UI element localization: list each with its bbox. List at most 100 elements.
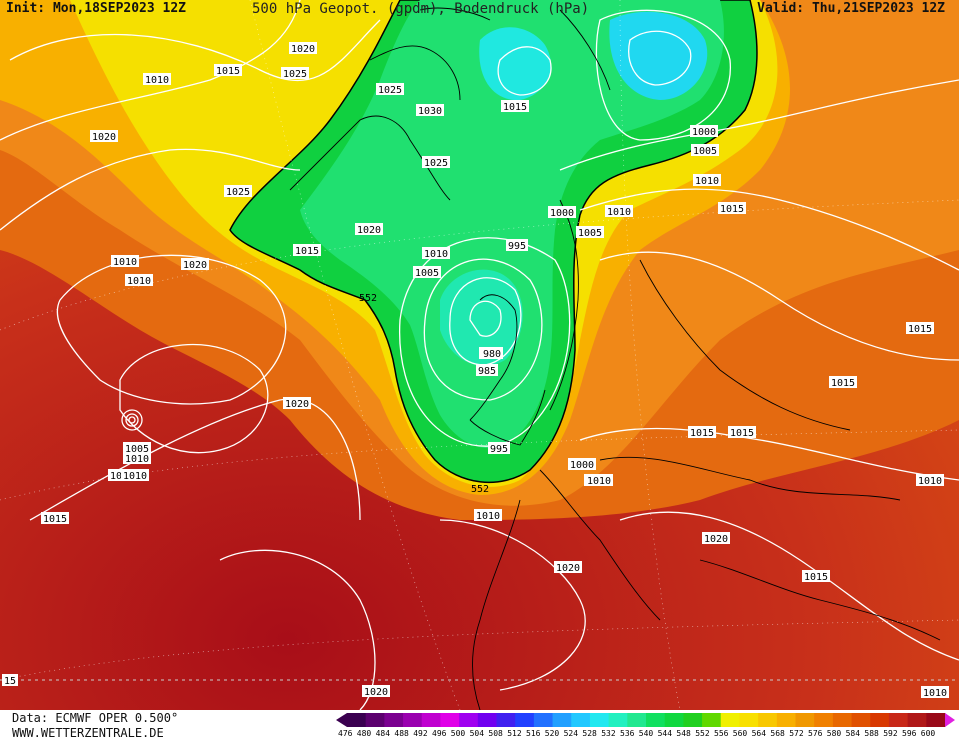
low-cyan-north [479, 27, 551, 101]
scale-swatch [888, 713, 909, 727]
scale-swatch [459, 713, 479, 727]
scale-swatch [795, 713, 815, 727]
scale-swatch [683, 713, 703, 727]
scale-tick-label: 568 [770, 729, 785, 738]
isobar-value: 1010 [113, 257, 137, 268]
scale-swatch [627, 713, 647, 727]
isobar-value: 1010 [127, 276, 151, 287]
isobar-value: 1005 [125, 444, 149, 455]
scale-swatch [589, 713, 610, 727]
isobar-value: 1020 [357, 225, 381, 236]
isobar-label: 1010 [693, 174, 721, 187]
isobar-value: 1015 [295, 246, 319, 257]
scale-tick-label: 496 [432, 729, 447, 738]
init-time: Init: Mon,18SEP2023 12Z [6, 1, 187, 16]
isobar-value: 1015 [730, 428, 754, 439]
scale-swatch [646, 713, 666, 727]
isobar-label: 1020 [355, 223, 383, 236]
isobar-value: 1020 [285, 399, 309, 410]
isobar-value: 15 [4, 676, 16, 687]
isobar-value: 1025 [283, 69, 307, 80]
scale-tick-label: 484 [375, 729, 391, 738]
isobar-value: 1025 [424, 158, 448, 169]
isobar-label: 1020 [289, 42, 317, 55]
isobar-value: 1000 [570, 460, 594, 471]
isobar-value: 1005 [693, 146, 717, 157]
isobar-label: 1030 [416, 104, 444, 117]
isobar-value: 1010 [145, 75, 169, 86]
isobar-value: 1020 [92, 132, 116, 143]
isobar-label: 1000 [690, 125, 718, 138]
scale-tick-label: 572 [789, 729, 804, 738]
scale-tick-label: 592 [883, 729, 898, 738]
scale-tick-label: 508 [488, 729, 503, 738]
isobar-value: 1020 [364, 687, 388, 698]
isobar-label: 1010 [422, 247, 450, 260]
isobar-value: 1010 [476, 511, 500, 522]
scale-tick-label: 548 [676, 729, 691, 738]
isobar-label: 1010 [916, 474, 944, 487]
isobar-value: 985 [478, 366, 496, 377]
scale-swatch [608, 713, 628, 727]
isobar-labels: 1020 1010 1015 1025 1020 1025 1030 1025 1015 1000… [2, 42, 949, 699]
isobar-label: 1025 [376, 83, 404, 96]
coastlines [0, 7, 959, 711]
isobar-label: 1005 [413, 266, 441, 279]
scale-swatch [384, 713, 404, 727]
isobar-label: 1010 [111, 255, 139, 268]
color-scale-labels: 476 480 484 488 492 496 500 504 508 512 516 520 524 5… [338, 729, 958, 741]
isobar-label: 1020 [181, 258, 209, 271]
scale-swatch [421, 713, 441, 727]
isobar-value: 1025 [226, 187, 250, 198]
isobar-value: 552 [471, 484, 489, 495]
scale-swatch [832, 713, 853, 727]
scale-tick-label: 544 [657, 729, 673, 738]
scale-tick-label: 516 [526, 729, 541, 738]
scale-swatch [533, 713, 554, 727]
graticule [0, 0, 959, 710]
scale-swatch [814, 713, 834, 727]
website-link[interactable]: WWW.WETTERZENTRALE.DE [12, 726, 164, 740]
isobar-label: 552 [359, 293, 377, 304]
isobar-label: 995 [488, 442, 510, 455]
isobar-label: 15 [2, 674, 18, 687]
isobar-label: 1020 [702, 532, 730, 545]
isobar-label: 1015 [41, 512, 69, 525]
isobar-value: 1000 [550, 208, 574, 219]
scale-tick-label: 476 [338, 729, 353, 738]
scale-tick-label: 536 [620, 729, 635, 738]
isobars [0, 0, 959, 710]
scale-swatch [403, 713, 423, 727]
scale-tick-label: 524 [563, 729, 579, 738]
isobar-label: 1005 [691, 144, 719, 157]
isobar-label: 1010 [123, 452, 151, 465]
isobar-value: 995 [508, 241, 526, 252]
scale-tick-label: 540 [638, 729, 654, 738]
isobar-value: 1015 [720, 204, 744, 215]
scale-tick-label: 580 [826, 729, 842, 738]
isobar-label: 1020 [90, 130, 118, 143]
isobar-value: 1020 [183, 260, 207, 271]
scale-swatch [664, 713, 684, 727]
scale-swatch [758, 713, 778, 727]
isobar-label: 1025 [224, 185, 252, 198]
isobar-label: 1015 [829, 376, 857, 389]
scale-tick-label: 512 [507, 729, 522, 738]
isobar-label: 980 [481, 347, 503, 360]
isobar-value: 1005 [415, 268, 439, 279]
isobar-label: 985 [476, 364, 498, 377]
isobar-label: 1005 [576, 226, 604, 239]
isobar-label: 1015 [728, 426, 756, 439]
scale-swatch [347, 713, 367, 727]
isobar-label: 1015 [802, 570, 830, 583]
scale-swatch [926, 713, 946, 727]
low-cyan-east [609, 11, 708, 100]
isobar-value: 1015 [908, 324, 932, 335]
isobar-label: 1010 [605, 205, 633, 218]
isobar-value: 1015 [804, 572, 828, 583]
scale-tick-label: 532 [601, 729, 616, 738]
isobar-label: 552 [471, 484, 489, 495]
isobar-value: 1025 [378, 85, 402, 96]
isobar-value: 1015 [831, 378, 855, 389]
low-cyan-center [440, 269, 523, 366]
